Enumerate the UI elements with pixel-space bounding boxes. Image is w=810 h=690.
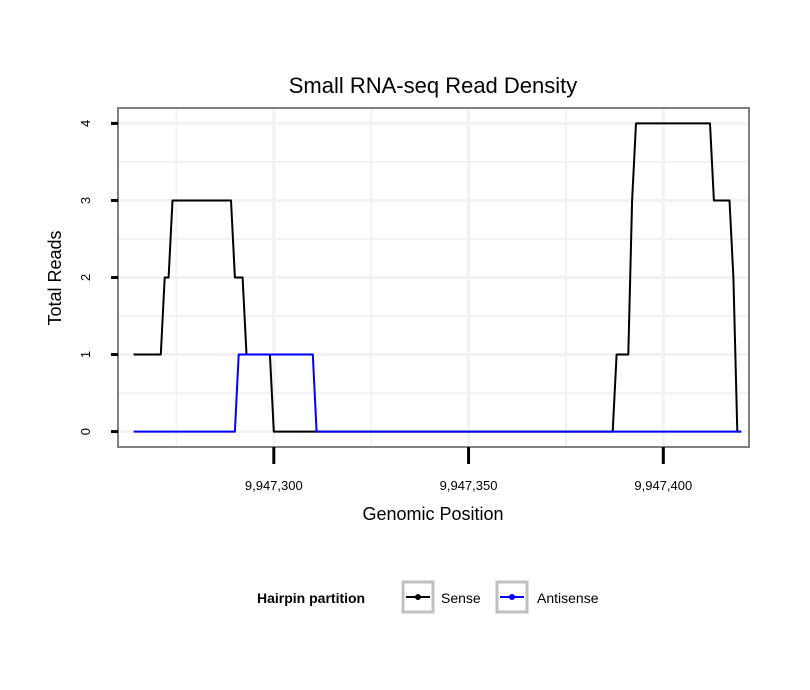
legend-key-point-sense [415,594,421,600]
legend-item-sense: Sense [401,580,481,614]
grid-lines [118,108,749,447]
legend-label-antisense: Antisense [537,590,599,606]
y-axis-title: Total Reads [45,230,65,325]
x-axis-title: Genomic Position [362,504,503,524]
y-tick-label: 1 [78,351,93,358]
legend: Hairpin partition Sense Antisense [257,580,599,614]
series-line-antisense [133,353,742,433]
y-tick-label: 2 [78,274,93,281]
legend-item-antisense: Antisense [495,580,599,614]
series-lines [133,122,742,433]
legend-title: Hairpin partition [257,590,365,606]
x-tick-label: 9,947,300 [245,478,303,493]
x-tick-label: 9,947,400 [634,478,692,493]
x-axis: 9,947,300 9,947,350 9,947,400 [245,447,692,493]
legend-key-point-antisense [509,594,515,600]
y-tick-label: 3 [78,197,93,204]
chart-title: Small RNA-seq Read Density [289,73,578,98]
x-tick-label: 9,947,350 [440,478,498,493]
series-line-sense [133,122,742,433]
legend-label-sense: Sense [441,590,481,606]
y-tick-label: 0 [78,428,93,435]
y-axis: 0 1 2 3 4 [78,120,118,435]
plot-panel [117,107,750,448]
y-tick-label: 4 [78,120,93,127]
